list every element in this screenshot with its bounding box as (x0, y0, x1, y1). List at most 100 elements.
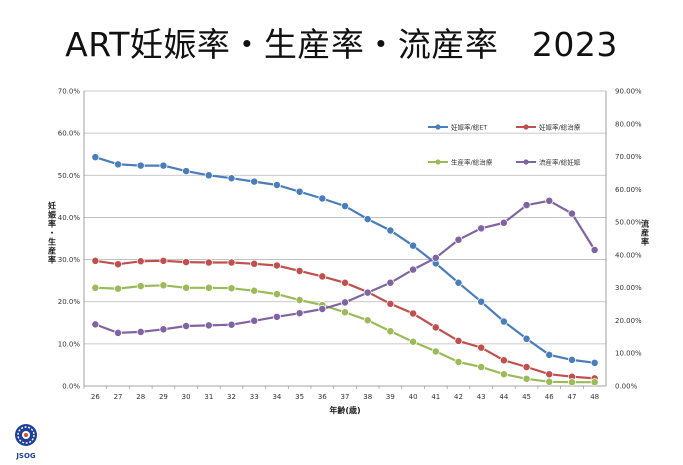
left-tick-label: 70.0% (58, 88, 81, 96)
legend-item: 生産率/総治療 (428, 158, 493, 167)
data-point (409, 265, 418, 274)
x-tick-label: 40 (409, 393, 418, 401)
x-axis-label: 年齢(歳) (329, 405, 360, 415)
data-point (159, 325, 168, 334)
right-tick-label: 30.00% (615, 284, 642, 292)
x-tick-label: 35 (295, 393, 304, 401)
data-point (454, 336, 463, 345)
data-point (386, 226, 395, 235)
logo-text: JSOG (16, 452, 36, 460)
series-line (95, 259, 595, 380)
data-point (227, 284, 236, 293)
legend-label: 妊娠率/総ET (451, 123, 487, 132)
right-tick-label: 10.00% (615, 350, 642, 358)
x-tick-label: 37 (341, 393, 350, 401)
data-point (386, 278, 395, 287)
jsog-logo: JSOG (12, 423, 40, 460)
left-axis-label-char: 妊 (48, 201, 56, 211)
left-tick-label: 0.0% (62, 383, 80, 391)
data-point (545, 350, 554, 359)
x-tick-label: 32 (227, 393, 236, 401)
series-3 (91, 196, 599, 337)
data-point (295, 267, 304, 275)
left-tick-label: 50.0% (58, 172, 81, 180)
data-point (341, 298, 349, 307)
data-point (409, 241, 418, 250)
data-point (545, 377, 554, 386)
data-point (91, 283, 100, 292)
data-point (91, 153, 100, 162)
legend-item: 妊娠率/総治療 (516, 123, 581, 132)
x-tick-label: 43 (477, 393, 486, 401)
data-point (522, 363, 531, 371)
data-point (227, 174, 236, 183)
right-axis-ticks: 0.00% 10.00% 20.00% 30.00% 40.00% 50.00% 60.00… (615, 88, 642, 391)
legend-marker (435, 124, 441, 130)
page-title: ART妊娠率・生産率・流産率 2023 (65, 25, 618, 64)
data-point (91, 320, 100, 329)
data-point (363, 316, 372, 325)
data-point (91, 256, 100, 265)
data-point (431, 347, 440, 356)
x-axis-ticks: 26 27 28 29 30 31 32 33 34 35 36 37 38 39 40 41 42 43 44 45… (83, 386, 599, 401)
data-point (114, 260, 122, 269)
data-point (409, 337, 418, 346)
left-axis-label-char: ・ (48, 229, 56, 238)
data-point (568, 355, 576, 364)
data-point (272, 181, 281, 189)
right-tick-label: 50.00% (615, 219, 642, 227)
data-point (204, 321, 213, 330)
series-0 (91, 153, 599, 367)
data-point (409, 309, 418, 318)
data-point (341, 308, 349, 317)
data-point (250, 316, 259, 325)
left-tick-label: 40.0% (58, 214, 81, 222)
x-tick-label: 31 (204, 393, 213, 401)
x-tick-label: 30 (182, 393, 191, 401)
data-point (182, 258, 191, 267)
right-tick-label: 60.00% (615, 186, 642, 194)
data-point (545, 196, 554, 205)
data-point (522, 334, 531, 343)
right-axis-label-char: 流 (641, 219, 649, 229)
data-point (227, 258, 236, 267)
data-point (272, 290, 281, 299)
x-tick-label: 44 (499, 393, 508, 401)
x-tick-label: 47 (567, 393, 576, 401)
right-tick-label: 40.00% (615, 251, 642, 259)
legend-marker (523, 159, 529, 165)
data-point (590, 358, 599, 367)
right-axis-label: 流産率 (641, 219, 649, 247)
left-tick-label: 10.0% (58, 340, 81, 348)
x-tick-label: 26 (91, 393, 100, 401)
data-point (250, 286, 259, 295)
left-axis-label-char: 娠 (47, 210, 57, 220)
legend-label: 妊娠率/総治療 (539, 123, 581, 132)
data-point (499, 218, 508, 227)
data-point (431, 253, 440, 262)
data-point (477, 297, 486, 306)
data-point (568, 378, 576, 387)
right-axis-label-char: 率 (641, 237, 649, 247)
x-tick-label: 48 (590, 393, 599, 401)
x-tick-label: 46 (545, 393, 554, 401)
data-point (590, 378, 599, 387)
data-point (454, 278, 463, 287)
data-point (159, 256, 168, 265)
data-point (204, 283, 213, 292)
series-group (91, 153, 599, 387)
data-point (227, 320, 236, 329)
jsog-emblem-icon (15, 424, 37, 446)
right-tick-label: 90.00% (615, 88, 642, 96)
data-point (272, 261, 281, 270)
left-tick-label: 60.0% (58, 130, 81, 138)
legend-marker (523, 124, 529, 130)
data-point (204, 171, 213, 180)
data-point (136, 161, 145, 170)
data-point (477, 363, 486, 371)
data-point (272, 312, 281, 321)
legend-label: 流産率/総妊娠 (539, 158, 581, 167)
legend-item: 妊娠率/総ET (428, 123, 487, 132)
x-tick-label: 38 (363, 393, 372, 401)
